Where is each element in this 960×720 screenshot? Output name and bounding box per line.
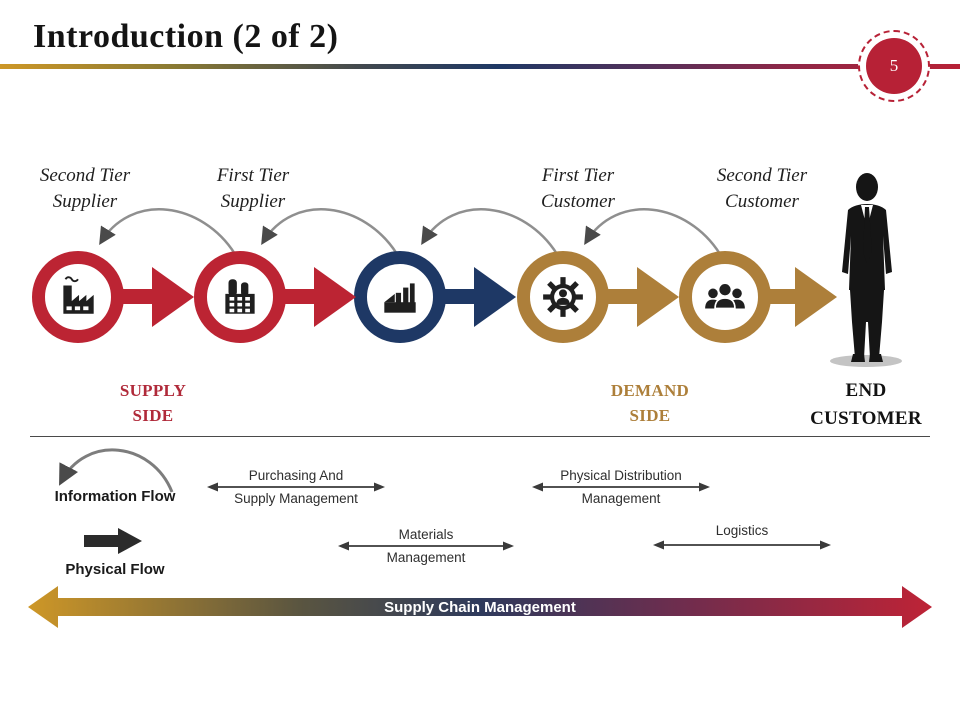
header-gradient-rule (0, 64, 960, 69)
range-label-materials-2: Management (386, 550, 466, 565)
supply-side-label: SUPPLY SIDE (119, 381, 187, 425)
page-number-badge: 5 (858, 30, 930, 102)
info-arc-3 (421, 208, 559, 255)
factory-smoke-icon (63, 276, 94, 314)
end-customer-silhouette (830, 173, 902, 367)
people-group-icon (705, 282, 745, 310)
range-arrow-materials (338, 541, 514, 551)
demand-side-label: DEMAND SIDE (610, 381, 690, 425)
info-arc-2 (261, 208, 399, 255)
range-arrow-logistics (653, 540, 831, 550)
chain-arrow-5 (769, 267, 837, 327)
gear-person-icon (543, 277, 583, 317)
node-first-tier-customer (517, 251, 609, 343)
node-second-tier-supplier (32, 251, 124, 343)
factory-building-icon (225, 279, 255, 314)
chain-arrow-4 (607, 267, 679, 327)
info-arc-4 (584, 208, 722, 255)
physical-flow-label: Physical Flow (65, 561, 165, 578)
information-flow-arc-icon (59, 448, 174, 493)
node-manufacturer (354, 251, 446, 343)
chain-arrow-2 (284, 267, 356, 327)
range-label-materials-1: Materials (398, 527, 454, 542)
range-label-distribution-1: Physical Distribution (560, 468, 682, 483)
page-title: Introduction (2 of 2) (33, 18, 339, 55)
info-arc-1 (99, 208, 237, 255)
scm-gradient-arrow (28, 586, 932, 628)
range-label-logistics: Logistics (715, 523, 769, 538)
information-flow-label: Information Flow (54, 488, 176, 505)
scm-label: Supply Chain Management (384, 599, 576, 616)
section-divider (30, 436, 930, 437)
range-label-purchasing-2: Supply Management (234, 491, 358, 506)
node-first-tier-supplier (194, 251, 286, 343)
range-arrow-distribution (532, 482, 710, 492)
label-first-tier-customer: First Tier Customer (541, 165, 615, 212)
range-label-distribution-2: Management (581, 491, 661, 506)
label-first-tier-supplier: First Tier Supplier (216, 165, 290, 212)
range-arrow-purchasing (207, 482, 385, 492)
chain-arrow-1 (122, 267, 194, 327)
factory-stacks-icon (384, 283, 416, 313)
chain-arrow-3 (444, 267, 516, 327)
range-label-purchasing-1: Purchasing And (248, 468, 344, 483)
node-second-tier-customer (679, 251, 771, 343)
label-second-tier-customer: Second Tier Customer (716, 165, 808, 212)
physical-flow-arrow-icon (84, 528, 142, 554)
page-number: 5 (866, 38, 922, 94)
label-second-tier-supplier: Second Tier Supplier (39, 165, 131, 212)
end-customer-label: END CUSTOMER (810, 380, 922, 429)
